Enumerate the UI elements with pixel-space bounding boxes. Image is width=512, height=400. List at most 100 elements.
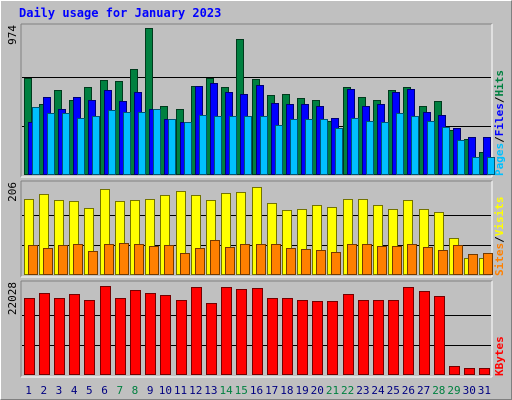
bar-kbytes-29 — [449, 366, 460, 375]
legend-visits-sites: Sites/Visits — [493, 197, 506, 277]
x-tick-label-16: 16 — [250, 384, 263, 397]
bar-sites-27 — [423, 247, 433, 275]
bar-pages-28 — [442, 127, 450, 175]
bar-pages-9 — [153, 109, 161, 175]
bar-pages-27 — [427, 121, 435, 175]
chart-title: Daily usage for January 2023 — [19, 6, 222, 20]
bar-kbytes-10 — [160, 295, 171, 375]
legend-item-hits: Hits — [493, 70, 506, 97]
bar-kbytes-4 — [69, 294, 80, 375]
x-tick-label-19: 19 — [295, 384, 308, 397]
legend-item-kbytes: KBytes — [493, 336, 506, 376]
bar-sites-13 — [210, 240, 220, 275]
bar-kbytes-9 — [145, 293, 156, 375]
bar-kbytes-22 — [343, 294, 354, 375]
x-tick-label-17: 17 — [265, 384, 278, 397]
bar-pages-11 — [184, 122, 192, 175]
bar-sites-21 — [331, 252, 341, 275]
bar-kbytes-31 — [479, 368, 490, 375]
bar-kbytes-27 — [419, 291, 430, 375]
bar-sites-4 — [73, 244, 83, 275]
x-tick-label-7: 7 — [116, 384, 123, 397]
bar-pages-18 — [290, 119, 298, 175]
x-tick-label-2: 2 — [40, 384, 47, 397]
bar-sites-5 — [88, 251, 98, 275]
bar-sites-19 — [301, 249, 311, 275]
x-tick-label-11: 11 — [174, 384, 187, 397]
bar-pages-29 — [457, 140, 465, 175]
bar-kbytes-19 — [297, 300, 308, 375]
x-tick-label-9: 9 — [147, 384, 154, 397]
bar-pages-13 — [214, 116, 222, 175]
bar-sites-6 — [104, 244, 114, 275]
bar-pages-1 — [32, 107, 40, 175]
bar-pages-20 — [320, 119, 328, 175]
bar-pages-25 — [396, 113, 404, 175]
bar-pages-5 — [92, 116, 100, 175]
bar-pages-4 — [77, 118, 85, 175]
bar-kbytes-18 — [282, 298, 293, 375]
x-tick-label-29: 29 — [447, 384, 460, 397]
bar-kbytes-1 — [24, 298, 35, 375]
bar-kbytes-25 — [388, 300, 399, 375]
bar-kbytes-16 — [252, 288, 263, 375]
bar-kbytes-30 — [464, 368, 475, 375]
bar-sites-15 — [240, 244, 250, 275]
bar-sites-11 — [180, 253, 190, 275]
bar-kbytes-7 — [115, 298, 126, 375]
bar-kbytes-17 — [267, 298, 278, 375]
bar-pages-15 — [244, 116, 252, 175]
bar-pages-2 — [47, 113, 55, 175]
bar-sites-9 — [149, 246, 159, 275]
x-tick-label-4: 4 — [71, 384, 78, 397]
bar-sites-23 — [362, 244, 372, 275]
bar-sites-26 — [407, 244, 417, 275]
bar-kbytes-14 — [221, 287, 232, 375]
x-tick-label-8: 8 — [132, 384, 139, 397]
bar-sites-1 — [28, 245, 38, 275]
bar-sites-25 — [392, 246, 402, 275]
legend-item-pages: Pages — [493, 143, 506, 176]
legend-item-sites: Sites — [493, 243, 506, 276]
x-tick-label-3: 3 — [56, 384, 63, 397]
legend-separator: / — [493, 236, 506, 243]
bar-kbytes-20 — [312, 301, 323, 375]
bar-sites-3 — [58, 245, 68, 275]
x-tick-label-25: 25 — [387, 384, 400, 397]
legend-hits-files-pages: Pages/Files/Hits — [493, 70, 506, 176]
bar-sites-20 — [316, 250, 326, 275]
bar-pages-14 — [229, 116, 237, 175]
bar-sites-24 — [377, 246, 387, 275]
bar-kbytes-15 — [236, 289, 247, 375]
bar-kbytes-2 — [39, 293, 50, 375]
x-tick-label-31: 31 — [478, 384, 491, 397]
bar-pages-8 — [138, 112, 146, 175]
x-tick-label-6: 6 — [101, 384, 108, 397]
bar-sites-28 — [438, 250, 448, 275]
x-tick-label-12: 12 — [189, 384, 202, 397]
bar-kbytes-23 — [358, 300, 369, 375]
panel-visits-sites: 206 Sites/Visits — [6, 180, 506, 278]
x-tick-label-14: 14 — [219, 384, 233, 397]
bar-pages-3 — [62, 113, 70, 175]
bar-pages-6 — [108, 110, 116, 175]
y-max-label: 206 — [6, 182, 19, 202]
bar-sites-18 — [286, 248, 296, 275]
x-tick-label-30: 30 — [463, 384, 476, 397]
x-tick-label-5: 5 — [86, 384, 93, 397]
bar-pages-30 — [472, 157, 480, 175]
x-tick-label-20: 20 — [311, 384, 324, 397]
bar-kbytes-28 — [434, 296, 445, 375]
bar-kbytes-6 — [100, 286, 111, 375]
x-tick-label-10: 10 — [159, 384, 172, 397]
x-tick-label-18: 18 — [280, 384, 293, 397]
bar-kbytes-24 — [373, 300, 384, 375]
x-axis-labels: 1 2 3 4 5 6 7 8 9 10 11 12 13 14 15 16 17 18 19 20 21 22 23 24 2… — [25, 384, 491, 397]
bar-pages-17 — [275, 125, 283, 175]
bar-kbytes-8 — [130, 290, 141, 375]
x-tick-label-15: 15 — [235, 384, 248, 397]
x-tick-label-24: 24 — [371, 384, 385, 397]
bar-sites-8 — [134, 244, 144, 275]
